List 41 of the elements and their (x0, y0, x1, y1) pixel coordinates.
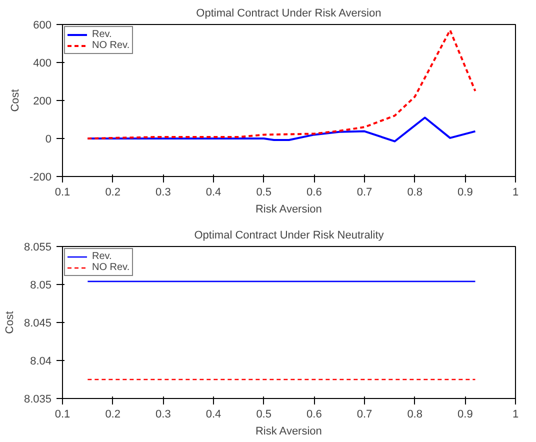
x-tick-label: 0.6 (306, 408, 322, 420)
y-tick-label: -200 (29, 172, 52, 184)
y-tick-label: 8.04 (30, 356, 52, 368)
y-tick-label: 400 (33, 58, 52, 70)
x-tick-label: 0.3 (156, 408, 171, 420)
legend-label: NO Rev. (92, 262, 130, 273)
y-axis-title: Cost (9, 89, 22, 112)
legend-label: NO Rev. (92, 40, 130, 51)
y-tick-label: 0 (45, 134, 52, 146)
y-tick-label: 8.045 (24, 318, 52, 330)
x-tick-label: 0.8 (407, 186, 422, 198)
x-tick-label: 0.6 (306, 186, 322, 198)
x-tick-label: 0.7 (356, 408, 372, 420)
x-tick-label: 0.4 (206, 186, 222, 198)
x-axis-title: Risk Aversion (255, 426, 322, 438)
x-tick-label: 0.3 (156, 186, 171, 198)
x-tick-label: 0.1 (54, 186, 70, 198)
chart-title: Optimal Contract Under Risk Neutrality (194, 230, 384, 242)
x-tick-label: 0.7 (356, 186, 372, 198)
x-tick-label: 0.2 (105, 408, 120, 420)
chart-title: Optimal Contract Under Risk Aversion (196, 8, 382, 20)
legend-label: Rev. (92, 251, 112, 262)
x-tick-label: 1 (512, 186, 519, 198)
y-tick-label: 8.035 (24, 394, 52, 406)
x-tick-label: 0.1 (54, 408, 70, 420)
y-tick-label: 8.05 (30, 280, 52, 292)
x-tick-label: 0.9 (458, 408, 473, 420)
x-tick-label: 0.4 (206, 408, 222, 420)
x-tick-label: 0.8 (407, 408, 422, 420)
y-tick-label: 8.055 (24, 242, 52, 254)
x-tick-label: 0.5 (256, 186, 272, 198)
x-tick-label: 1 (512, 408, 519, 420)
y-tick-label: 200 (33, 96, 52, 108)
x-axis-title: Risk Aversion (255, 204, 322, 216)
x-tick-label: 0.5 (256, 408, 272, 420)
y-axis-title: Cost (4, 311, 16, 334)
y-tick-label: 600 (33, 20, 52, 32)
legend-label: Rev. (92, 29, 112, 40)
line-series (86, 29, 476, 140)
x-tick-label: 0.2 (105, 186, 120, 198)
x-tick-label: 0.9 (458, 186, 473, 198)
